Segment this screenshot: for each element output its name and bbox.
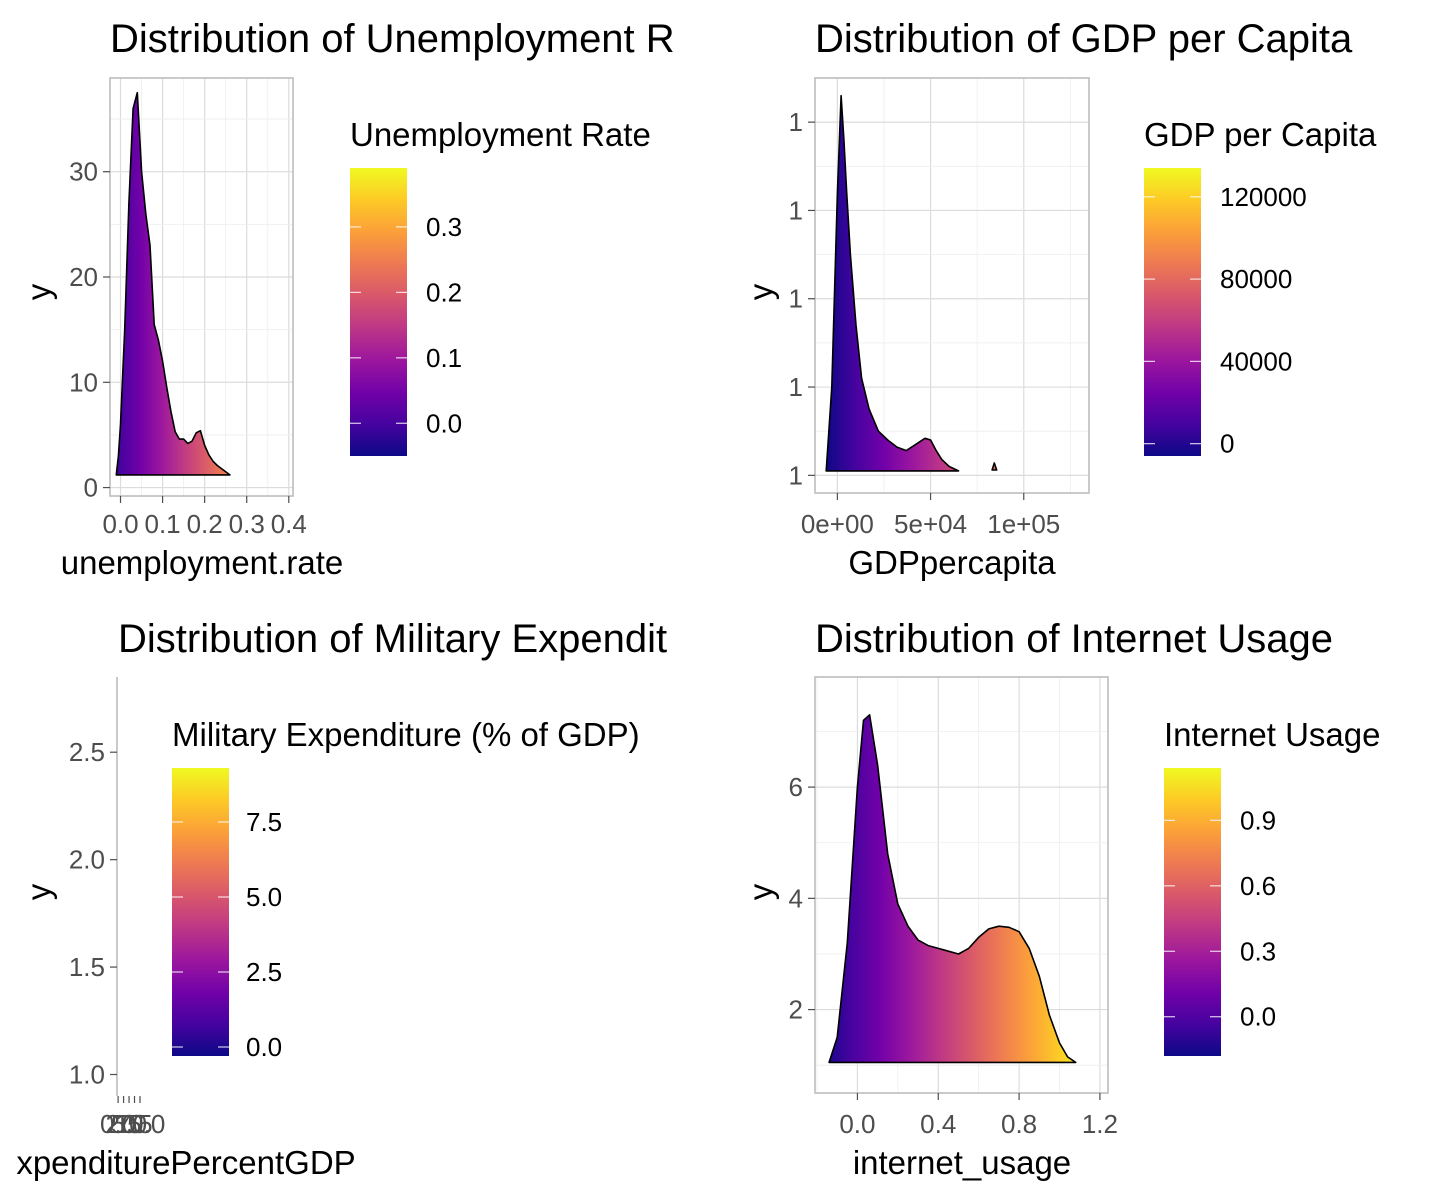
y-tick-label: 1	[789, 107, 803, 137]
x-tick-label: 10.0	[115, 1109, 166, 1139]
legend: Internet Usage 0.0 0.3 0.6 0.9	[1164, 716, 1380, 1056]
y-tick-label: 0	[84, 473, 98, 503]
x-tick-label: 0e+00	[801, 509, 874, 539]
y-axis-title: y	[742, 883, 779, 900]
y-tick-label: 20	[69, 262, 98, 292]
y-axis-title: y	[20, 283, 57, 300]
y-tick-label: 1.0	[69, 1060, 105, 1090]
panel-border	[109, 77, 294, 497]
x-axis-title: GDPpercapita	[848, 544, 1056, 581]
x-tick-label: 1.2	[1082, 1109, 1118, 1139]
y-tick-label: 1	[789, 195, 803, 225]
y-tick-label: 6	[789, 772, 803, 802]
x-tick-label: 5e+04	[894, 509, 967, 539]
legend-label: 120000	[1220, 182, 1307, 212]
legend-label: 5.0	[246, 882, 282, 912]
chart-panel-4: Distribution of Internet Usage 2 4 6 0.0 0.4 0…	[742, 617, 1380, 1181]
x-tick-label: 7.5	[116, 1109, 152, 1139]
legend-label: 0.0	[1240, 1002, 1276, 1032]
legend-label: 0	[1220, 429, 1234, 459]
legend: Military Expenditure (% of GDP) 0.0 2.5 5.0…	[172, 716, 640, 1062]
density-area	[828, 714, 1077, 1064]
density-area	[825, 94, 960, 472]
x-tick-label: 0.0	[100, 1109, 136, 1139]
x-tick-label: 0.4	[920, 1109, 956, 1139]
x-tick-label: 0.2	[187, 509, 223, 539]
x-tick-label: 2.5	[105, 1109, 141, 1139]
y-tick-label: 2	[789, 995, 803, 1025]
x-tick-label: 0.8	[1001, 1109, 1037, 1139]
chart-panel-1: Distribution of Unemployment R 0 10 20 30 0.0…	[20, 17, 675, 581]
legend-label: 2.5	[246, 957, 282, 987]
legend-title: Military Expenditure (% of GDP)	[172, 716, 640, 753]
legend: Unemployment Rate 0.0 0.1 0.2 0.3	[350, 116, 651, 456]
legend-label: 0.0	[426, 408, 462, 438]
chart-panel-3: Distribution of Military Expendit 1.0 1.5 2…	[16, 617, 667, 1181]
y-tick-label: 1	[789, 284, 803, 314]
y-tick-label: 4	[789, 883, 803, 913]
legend-label: 0.3	[1240, 936, 1276, 966]
legend-colorbar	[172, 768, 229, 1056]
panel-border	[814, 77, 1090, 494]
legend-label: 40000	[1220, 346, 1292, 376]
x-axis-title: unemployment.rate	[61, 544, 343, 581]
y-axis-title: y	[20, 883, 57, 900]
panel-border	[814, 676, 1109, 1094]
x-tick-label: 0.4	[271, 509, 307, 539]
y-tick-label: 30	[69, 157, 98, 187]
density-area	[115, 91, 231, 476]
x-tick-label: 0.0	[102, 509, 138, 539]
legend-colorbar	[1164, 768, 1221, 1056]
y-tick-label: 2.5	[69, 737, 105, 767]
y-tick-label: 1	[789, 372, 803, 402]
x-tick-label: 0.3	[229, 509, 265, 539]
x-tick-label: 0.1	[145, 509, 181, 539]
y-axis-title: y	[742, 283, 779, 300]
chart-title: Distribution of Unemployment R	[110, 17, 675, 61]
legend-label: 0.6	[1240, 871, 1276, 901]
y-tick-label: 1.5	[69, 952, 105, 982]
y-tick-label: 10	[69, 367, 98, 397]
legend-title: GDP per Capita	[1144, 116, 1377, 153]
legend-label: 80000	[1220, 264, 1292, 294]
chart-title: Distribution of Internet Usage	[815, 617, 1333, 661]
y-tick-label: 1	[789, 460, 803, 490]
legend: GDP per Capita 0 40000 80000 120000	[1144, 116, 1377, 459]
legend-colorbar	[350, 168, 407, 456]
x-axis-title: xpenditurePercentGDP	[16, 1144, 355, 1181]
x-tick-label: 1e+05	[987, 509, 1060, 539]
legend-label: 0.2	[426, 277, 462, 307]
legend-label: 0.3	[426, 212, 462, 242]
legend-colorbar	[1144, 168, 1201, 456]
chart-title: Distribution of GDP per Capita	[815, 17, 1353, 61]
legend-label: 0.1	[426, 343, 462, 373]
legend-label: 7.5	[246, 807, 282, 837]
density-area	[991, 462, 998, 471]
legend-title: Unemployment Rate	[350, 116, 651, 153]
chart-title: Distribution of Military Expendit	[118, 617, 667, 661]
chart-panel-2: Distribution of GDP per Capita 1 1 1 1 1 0e+00…	[742, 17, 1377, 581]
legend-label: 0.0	[246, 1032, 282, 1062]
y-tick-label: 2.0	[69, 845, 105, 875]
x-tick-label: 0.0	[839, 1109, 875, 1139]
x-axis-title: internet_usage	[853, 1144, 1071, 1181]
legend-title: Internet Usage	[1164, 716, 1380, 753]
x-tick-label: 5.0	[111, 1109, 147, 1139]
legend-label: 0.9	[1240, 805, 1276, 835]
